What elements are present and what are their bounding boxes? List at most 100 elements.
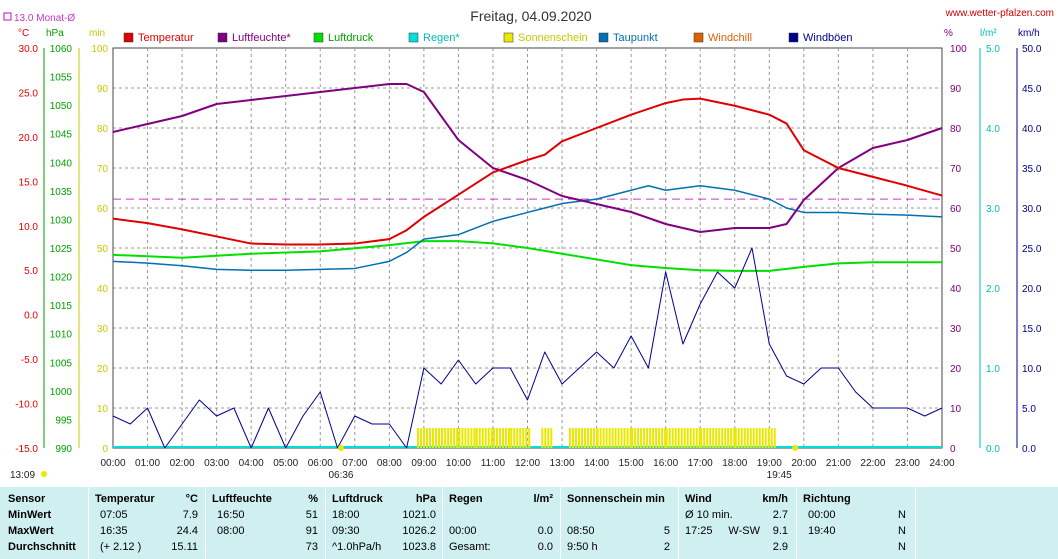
pct-tick-label: 50 [950,244,962,255]
stats-header-temp-unit: °C [185,493,198,505]
sunshine-bar [495,428,498,448]
legend-swatch-taupunkt [598,32,609,43]
sunshine-bar [516,428,519,448]
sunshine-bar [422,428,425,448]
stats-header-regen-unit: l/m² [533,493,553,505]
stats-regen-value: 0.0 [537,541,553,553]
min-tick-label: 50 [97,244,109,255]
stats-header-feuchte-unit: % [308,493,318,505]
hpa-tick-label: 1020 [50,273,73,284]
min-tick-label: 80 [97,124,109,135]
sunshine-bar [734,428,737,448]
unit-lm2: l/m² [980,28,997,39]
hour-tick-label: 23:00 [895,458,920,469]
hpa-tick-label: 1010 [50,330,73,341]
hour-tick-label: 01:00 [135,458,160,469]
sunshine-bar [574,428,577,448]
stats-druck-value: 1026.2 [402,525,436,537]
temp-tick-label: -5.0 [21,355,39,366]
stats-divider [678,487,679,559]
kmh-tick-label: 40.0 [1022,124,1042,135]
hour-tick-label: 14:00 [584,458,609,469]
sunshine-bar [544,428,547,448]
stats-richtung-value: N [898,509,906,521]
temp-tick-label: 15.0 [19,177,39,188]
kmh-tick-label: 50.0 [1022,44,1042,55]
sunshine-bar [749,428,752,448]
sunshine-bar [715,428,718,448]
stats-temp-value: 7.9 [182,509,198,521]
sunshine-bar [733,428,736,448]
sunshine-bar [664,428,667,448]
legend-label-windchill: Windchill [708,32,752,44]
stats-divider [325,487,326,559]
taupunkt-line [112,185,943,271]
sunshine-bar [649,428,652,448]
sunshine-bar [770,428,773,448]
sunshine-bar [652,428,655,448]
hpa-tick-label: 990 [55,444,72,455]
stats-feuchte-value: 51 [305,509,318,521]
sunshine-bar [623,428,626,448]
sunshine-bar [589,428,592,448]
stats-header-wind-unit: km/h [762,493,788,505]
sunshine-bar [583,428,586,448]
stats-header-regen: Regen [449,493,483,505]
sunshine-bar [484,428,487,448]
kmh-tick-label: 5.0 [1022,404,1036,415]
sunshine-bar [752,428,755,448]
sunshine-bar [475,428,478,448]
stats-header-druck-unit: hPa [415,493,436,505]
sunshine-bar [773,428,776,448]
min-tick-label: 10 [97,404,109,415]
unit-celsius: °C [18,28,29,39]
sunshine-bar [686,428,689,448]
sunshine-bar [528,428,531,448]
hpa-tick-label: 1025 [50,244,73,255]
sunshine-bar [501,428,504,448]
legend-label-temperatur: Temperatur [138,32,194,44]
temp-tick-label: 25.0 [19,88,39,99]
lm2-tick-label: 2.0 [986,284,1000,295]
stats-richtung-time: 00:00 [808,509,836,521]
lm2-tick-label: 4.0 [986,124,1000,135]
legend-swatch-windchill [693,32,704,43]
sunrise-label: 06:36 [328,470,353,481]
stats-regen-time: Gesamt: [449,541,491,553]
temp-tick-label: 0.0 [24,311,38,322]
legend-swatch-windboeen [788,32,799,43]
stats-feuchte-value: 91 [305,525,318,537]
stats-temp-value: 15.11 [171,541,198,553]
stats-sonne-time: 9:50 h [567,541,598,553]
sunshine-bar [568,428,571,448]
hpa-tick-label: 1055 [50,73,73,84]
sunshine-bar [683,428,686,448]
stats-sonne-value: 5 [663,525,670,537]
stats-header-sensor: Sensor [8,493,46,505]
sunshine-bar [655,428,658,448]
hour-tick-label: 07:00 [342,458,367,469]
min-tick-label: 100 [91,44,108,55]
kmh-tick-label: 0.0 [1022,444,1036,455]
stats-wind-time: 17:25 [685,525,713,537]
sunshine-bar [680,428,683,448]
sunshine-bar [416,428,419,448]
kmh-tick-label: 15.0 [1022,324,1042,335]
luftfeuchte-line [112,83,943,233]
stats-header-sonne: Sonnenschein min [567,493,665,505]
min-tick-label: 30 [97,324,109,335]
sunset-label: 19:45 [767,470,792,481]
hour-tick-label: 00:00 [100,458,125,469]
sunshine-bar [671,428,674,448]
sunshine-bar [428,428,431,448]
stats-sonne-value: 2 [663,541,670,553]
sunshine-bar [620,428,623,448]
kmh-tick-label: 20.0 [1022,284,1042,295]
sunshine-bar [453,428,456,448]
stats-divider [442,487,443,559]
hour-tick-label: 05:00 [273,458,298,469]
stats-temp-value: 24.4 [176,525,198,537]
sunshine-bar [504,428,507,448]
kmh-tick-label: 35.0 [1022,164,1042,175]
sunshine-bar [467,428,470,448]
